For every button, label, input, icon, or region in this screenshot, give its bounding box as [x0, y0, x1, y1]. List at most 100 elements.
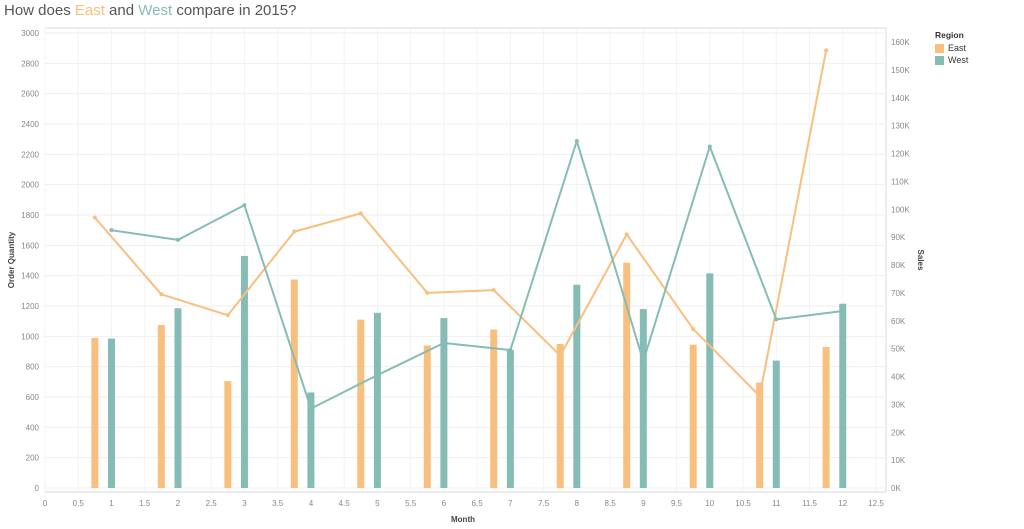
sales-point-east [757, 394, 762, 399]
sales-line-west [111, 140, 843, 410]
right-tick-label: 160K [891, 38, 910, 47]
sales-point-west [774, 317, 779, 322]
x-tick-label: 9 [641, 499, 646, 508]
x-tick-label: 3.5 [272, 499, 284, 508]
legend-item-east[interactable]: East [935, 43, 968, 53]
sales-point-west [308, 406, 313, 411]
legend-swatch-east [935, 43, 944, 53]
bar-east [157, 324, 165, 488]
left-tick-label: 2000 [21, 181, 39, 190]
right-tick-label: 60K [891, 317, 906, 326]
legend-item-west[interactable]: West [935, 55, 968, 65]
left-tick-label: 2400 [21, 120, 39, 129]
bar-east [556, 343, 564, 488]
sales-point-west [109, 228, 114, 233]
legend-label-east: East [948, 43, 967, 53]
x-tick-label: 6 [442, 499, 447, 508]
sales-line-east [94, 50, 828, 397]
left-tick-label: 600 [26, 393, 40, 402]
legend-swatch-west [935, 55, 944, 65]
x-tick-label: 0 [43, 499, 48, 508]
sales-point-west [707, 144, 712, 149]
x-tick-label: 7.5 [538, 499, 550, 508]
title-west: West [138, 2, 173, 19]
sales-point-west [242, 203, 247, 208]
sales-point-east [92, 215, 97, 220]
sales-point-west [574, 138, 579, 143]
title-east: East [74, 2, 105, 19]
sales-point-west [508, 348, 513, 353]
right-tick-label: 130K [891, 122, 910, 131]
x-tick-label: 12 [838, 499, 847, 508]
right-tick-label: 150K [891, 66, 910, 75]
left-tick-label: 1800 [21, 211, 39, 220]
x-tick-label: 0.5 [73, 499, 85, 508]
plot-area [44, 27, 887, 493]
right-tick-label: 30K [891, 400, 906, 409]
legend-label-west: West [948, 55, 969, 65]
bar-east [623, 262, 631, 488]
left-tick-label: 400 [26, 423, 40, 432]
bar-west [706, 273, 714, 488]
title-mid: and [104, 2, 139, 19]
x-tick-label: 10 [705, 499, 714, 508]
x-tick-label: 1.5 [139, 499, 151, 508]
bar-west [307, 392, 315, 488]
sales-point-east [292, 229, 297, 234]
bar-east [423, 345, 431, 488]
left-tick-label: 0 [35, 484, 40, 493]
right-tick-label: 90K [891, 233, 906, 242]
bar-east [689, 344, 697, 488]
bar-east [490, 329, 498, 488]
left-tick-label: 1000 [21, 332, 39, 341]
right-tick-label: 70K [891, 289, 906, 298]
bar-west [573, 284, 581, 488]
sales-point-east [491, 288, 496, 293]
bar-east [822, 346, 830, 488]
bar-east [224, 381, 232, 488]
right-tick-label: 20K [891, 428, 906, 437]
x-tick-label: 6.5 [472, 499, 484, 508]
right-tick-label: 10K [891, 456, 906, 465]
bar-west [839, 303, 847, 488]
title-suffix: compare in 2015? [172, 2, 297, 19]
sales-point-east [624, 232, 629, 237]
x-axis-title: Month [451, 515, 475, 524]
bar-east [290, 279, 298, 488]
bar-west [107, 338, 115, 488]
bar-west [174, 308, 182, 488]
x-tick-label: 11.5 [802, 499, 818, 508]
right-tick-label: 50K [891, 345, 906, 354]
legend: Region East West [935, 30, 968, 67]
chart-title: How does East and West compare in 2015? [4, 2, 296, 19]
x-tick-label: 11 [772, 499, 781, 508]
left-tick-label: 2600 [21, 90, 39, 99]
sales-point-west [175, 237, 180, 242]
x-tick-label: 1 [109, 499, 114, 508]
sales-point-east [824, 48, 829, 53]
right-tick-label: 140K [891, 94, 910, 103]
x-tick-label: 8.5 [605, 499, 617, 508]
right-tick-label: 0K [891, 484, 901, 493]
x-tick-label: 2 [176, 499, 181, 508]
legend-title: Region [935, 30, 964, 40]
bar-east [357, 319, 365, 488]
bar-west [772, 360, 780, 488]
x-tick-label: 9.5 [671, 499, 683, 508]
x-tick-label: 4 [309, 499, 314, 508]
y-axis-right-title: Sales [916, 250, 925, 271]
right-tick-label: 80K [891, 261, 906, 270]
bar-west [506, 349, 514, 488]
x-tick-label: 12.5 [868, 499, 884, 508]
sales-point-east [691, 327, 696, 332]
sales-point-west [375, 373, 380, 378]
bar-east [91, 337, 99, 488]
left-tick-label: 1600 [21, 241, 39, 250]
right-tick-label: 110K [891, 177, 910, 186]
x-tick-label: 3 [242, 499, 247, 508]
sales-point-east [558, 353, 563, 358]
bar-west [440, 318, 448, 488]
left-tick-label: 1400 [21, 272, 39, 281]
left-tick-label: 1200 [21, 302, 39, 311]
